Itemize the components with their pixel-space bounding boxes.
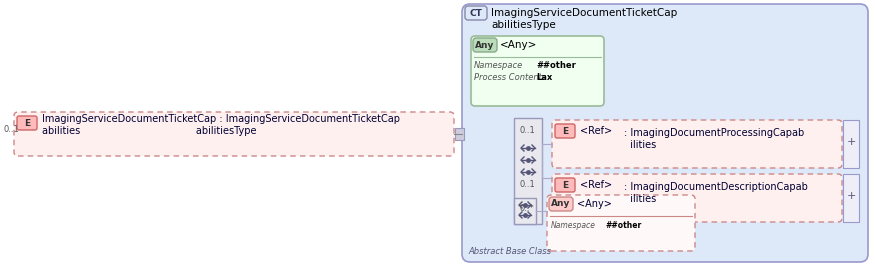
Text: <Any>: <Any> (577, 199, 612, 209)
FancyBboxPatch shape (462, 4, 868, 262)
FancyBboxPatch shape (547, 195, 695, 251)
FancyBboxPatch shape (14, 112, 454, 156)
Bar (455, 128, 464, 140)
FancyBboxPatch shape (465, 6, 487, 20)
Text: : ImagingDocumentProcessingCapab
  ilities: : ImagingDocumentProcessingCapab ilities (624, 128, 804, 150)
Bar (843, 120, 859, 168)
Text: Any: Any (551, 199, 570, 209)
FancyBboxPatch shape (552, 174, 842, 222)
Text: <Ref>: <Ref> (580, 126, 612, 136)
FancyBboxPatch shape (471, 36, 604, 106)
Text: ImagingServiceDocumentTicketCap
abilitiesType: ImagingServiceDocumentTicketCap abilitie… (491, 8, 677, 29)
Text: 0..1: 0..1 (520, 180, 536, 189)
Text: Any: Any (475, 40, 494, 50)
Text: 0..1: 0..1 (520, 126, 536, 135)
Text: Process Contents: Process Contents (474, 73, 546, 81)
Text: E: E (24, 118, 30, 128)
Bar (514, 118, 542, 224)
Bar (843, 174, 859, 222)
Text: 0..*: 0..* (520, 204, 535, 213)
FancyBboxPatch shape (555, 124, 575, 138)
Text: : ImagingDocumentDescriptionCapab
  ilities: : ImagingDocumentDescriptionCapab ilitie… (624, 182, 808, 204)
Text: Lax: Lax (536, 73, 552, 81)
Text: E: E (562, 126, 568, 136)
Text: <Ref>: <Ref> (580, 180, 612, 190)
Bar (514, 198, 536, 224)
Text: E: E (562, 181, 568, 189)
Text: ##other: ##other (536, 61, 576, 69)
Text: +: + (846, 137, 856, 147)
FancyBboxPatch shape (549, 197, 573, 211)
FancyBboxPatch shape (555, 178, 575, 192)
FancyBboxPatch shape (552, 120, 842, 168)
Text: Namespace: Namespace (551, 221, 596, 230)
Text: 0..1: 0..1 (4, 125, 20, 135)
Text: ##other: ##other (605, 221, 641, 230)
Text: Namespace: Namespace (474, 61, 523, 69)
FancyBboxPatch shape (473, 38, 497, 52)
Text: <Any>: <Any> (500, 40, 537, 50)
Text: ImagingServiceDocumentTicketCap : ImagingServiceDocumentTicketCap
abilities     : ImagingServiceDocumentTicketCap : Imagin… (42, 114, 400, 136)
Text: Abstract Base Class: Abstract Base Class (468, 247, 551, 256)
Text: CT: CT (470, 9, 482, 17)
Text: +: + (846, 191, 856, 201)
FancyBboxPatch shape (17, 116, 37, 130)
